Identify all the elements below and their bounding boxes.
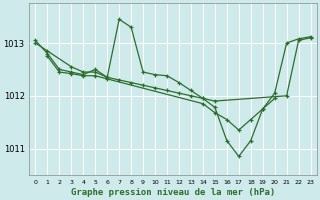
- X-axis label: Graphe pression niveau de la mer (hPa): Graphe pression niveau de la mer (hPa): [71, 188, 275, 197]
